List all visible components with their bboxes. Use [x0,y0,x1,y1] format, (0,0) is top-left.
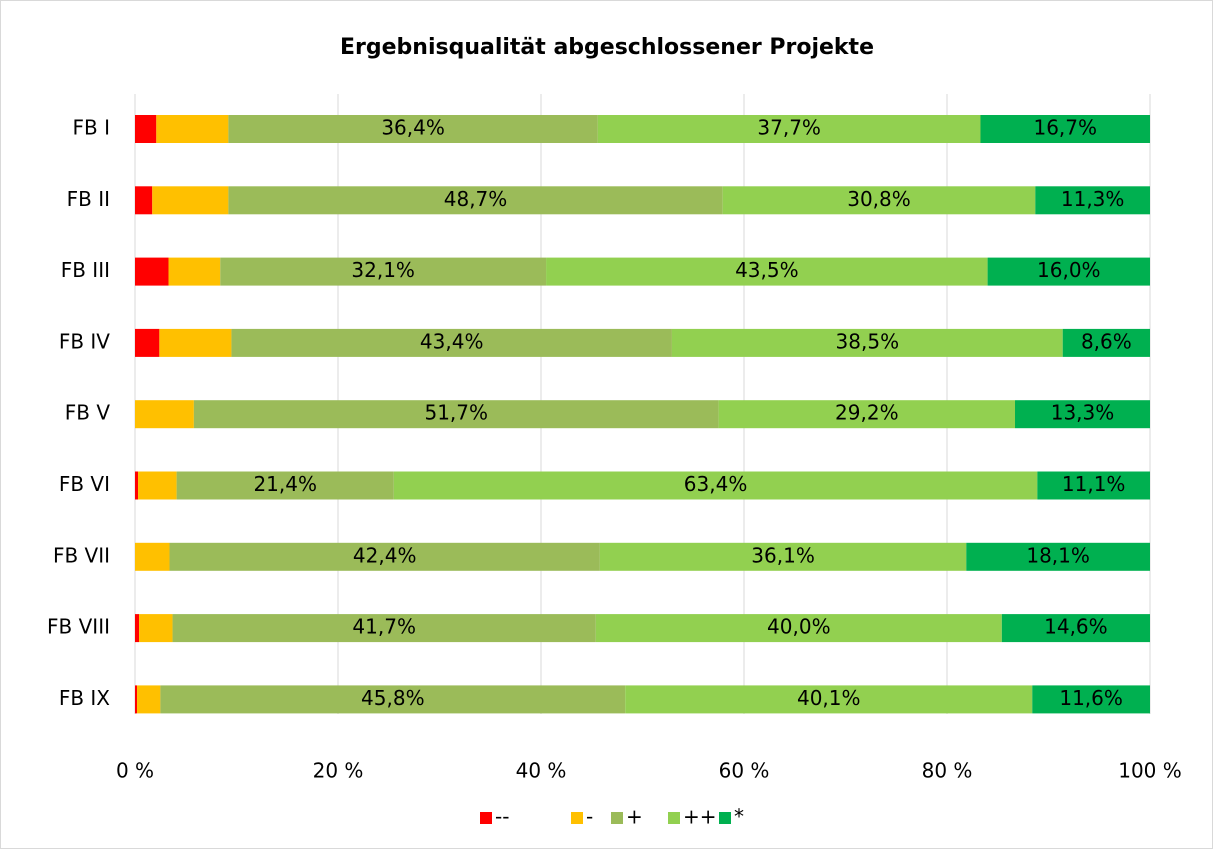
data-label: 30,8% [847,187,911,211]
data-label: 63,4% [684,472,748,496]
legend-label: * [734,805,744,829]
legend-swatch [480,812,492,824]
data-label: 38,5% [836,329,900,353]
bar-segment [393,471,1038,500]
data-label: 32,1% [351,258,415,282]
bar-segment [599,542,967,571]
bar-segment [169,542,600,571]
data-label: 18,1% [1026,543,1090,567]
data-label: 42,4% [353,543,417,567]
data-label: 16,7% [1033,116,1097,140]
bar-segment [595,614,1002,643]
bar-segment [137,685,161,714]
bar-segment [139,614,173,643]
y-tick-label: FB III [61,258,110,282]
y-tick-label: FB V [65,401,111,425]
legend-label: - [586,805,593,829]
data-label: 16,0% [1037,258,1101,282]
data-label: 29,2% [835,401,899,425]
bar-segment [135,471,139,500]
data-label: 41,7% [352,615,416,639]
y-tick-label: FB II [67,187,110,211]
bar-segment [135,257,169,286]
bar-segment [176,471,394,500]
bar-segment [135,685,138,714]
y-tick-label: FB IX [59,686,110,710]
data-label: 40,0% [767,615,831,639]
legend-label: ++ [683,805,717,829]
bar-segment [987,257,1150,286]
legend-label: -- [495,805,509,829]
data-label: 11,1% [1062,472,1126,496]
bar-segment [722,186,1036,215]
bar-segment [597,115,981,143]
data-label: 36,1% [751,543,815,567]
x-tick-label: 100 % [1118,759,1182,783]
legend-swatch [611,812,623,824]
bar-segment [152,186,229,215]
y-tick-label: FB I [73,116,110,140]
data-label: 21,4% [253,472,317,496]
x-tick-label: 20 % [313,759,364,783]
bar-segment [1001,614,1150,643]
bar-segment [193,400,719,429]
bar-segment [718,400,1016,429]
bar-segment [135,400,194,429]
bar-segment [1032,685,1150,714]
y-tick-label: FB VII [53,543,110,567]
data-label: 40,1% [797,686,861,710]
bar-segment [1037,471,1150,500]
legend-label: + [626,805,643,829]
bar-segment [1035,186,1150,215]
bar-segment [159,328,232,357]
x-tick-label: 80 % [922,759,973,783]
bar-segment [160,685,626,714]
bar-segment [172,614,596,643]
bar-segment [671,328,1063,357]
bar-segment [1062,328,1150,357]
bar-segment [135,115,157,143]
data-label: 36,4% [381,116,445,140]
data-label: 14,6% [1044,615,1108,639]
bar-segment [135,614,140,643]
legend-swatch [719,812,731,824]
x-tick-label: 60 % [719,759,770,783]
bar-segment [168,257,221,286]
y-tick-label: FB VI [59,472,110,496]
bar-segment [228,115,598,143]
y-tick-label: FB VIII [47,615,110,639]
data-label: 51,7% [424,401,488,425]
data-label: 43,4% [420,329,484,353]
bar-segment [135,542,170,571]
data-label: 45,8% [361,686,425,710]
bar-segment [135,328,160,357]
bar-segment [625,685,1033,714]
legend-swatch [571,812,583,824]
bar-segment [966,542,1150,571]
bar-segment [135,186,153,215]
chart-title: Ergebnisqualität abgeschlossener Projekt… [340,35,874,60]
data-label: 8,6% [1081,329,1132,353]
bar-segment [220,257,547,286]
data-label: 11,6% [1059,686,1123,710]
y-tick-label: FB IV [59,329,110,353]
bar-segment [156,115,229,143]
legend-swatch [668,812,680,824]
data-label: 43,5% [735,258,799,282]
bar-segment [138,471,177,500]
data-label: 37,7% [757,116,821,140]
x-tick-label: 40 % [516,759,567,783]
bar-segment [546,257,988,286]
data-label: 13,3% [1051,401,1115,425]
bar-segment [980,115,1150,143]
data-label: 11,3% [1061,187,1125,211]
bar-segment [228,186,723,215]
bar-segment [231,328,672,357]
bar-segment [1015,400,1150,429]
data-label: 48,7% [444,187,508,211]
x-tick-label: 0 % [116,759,154,783]
